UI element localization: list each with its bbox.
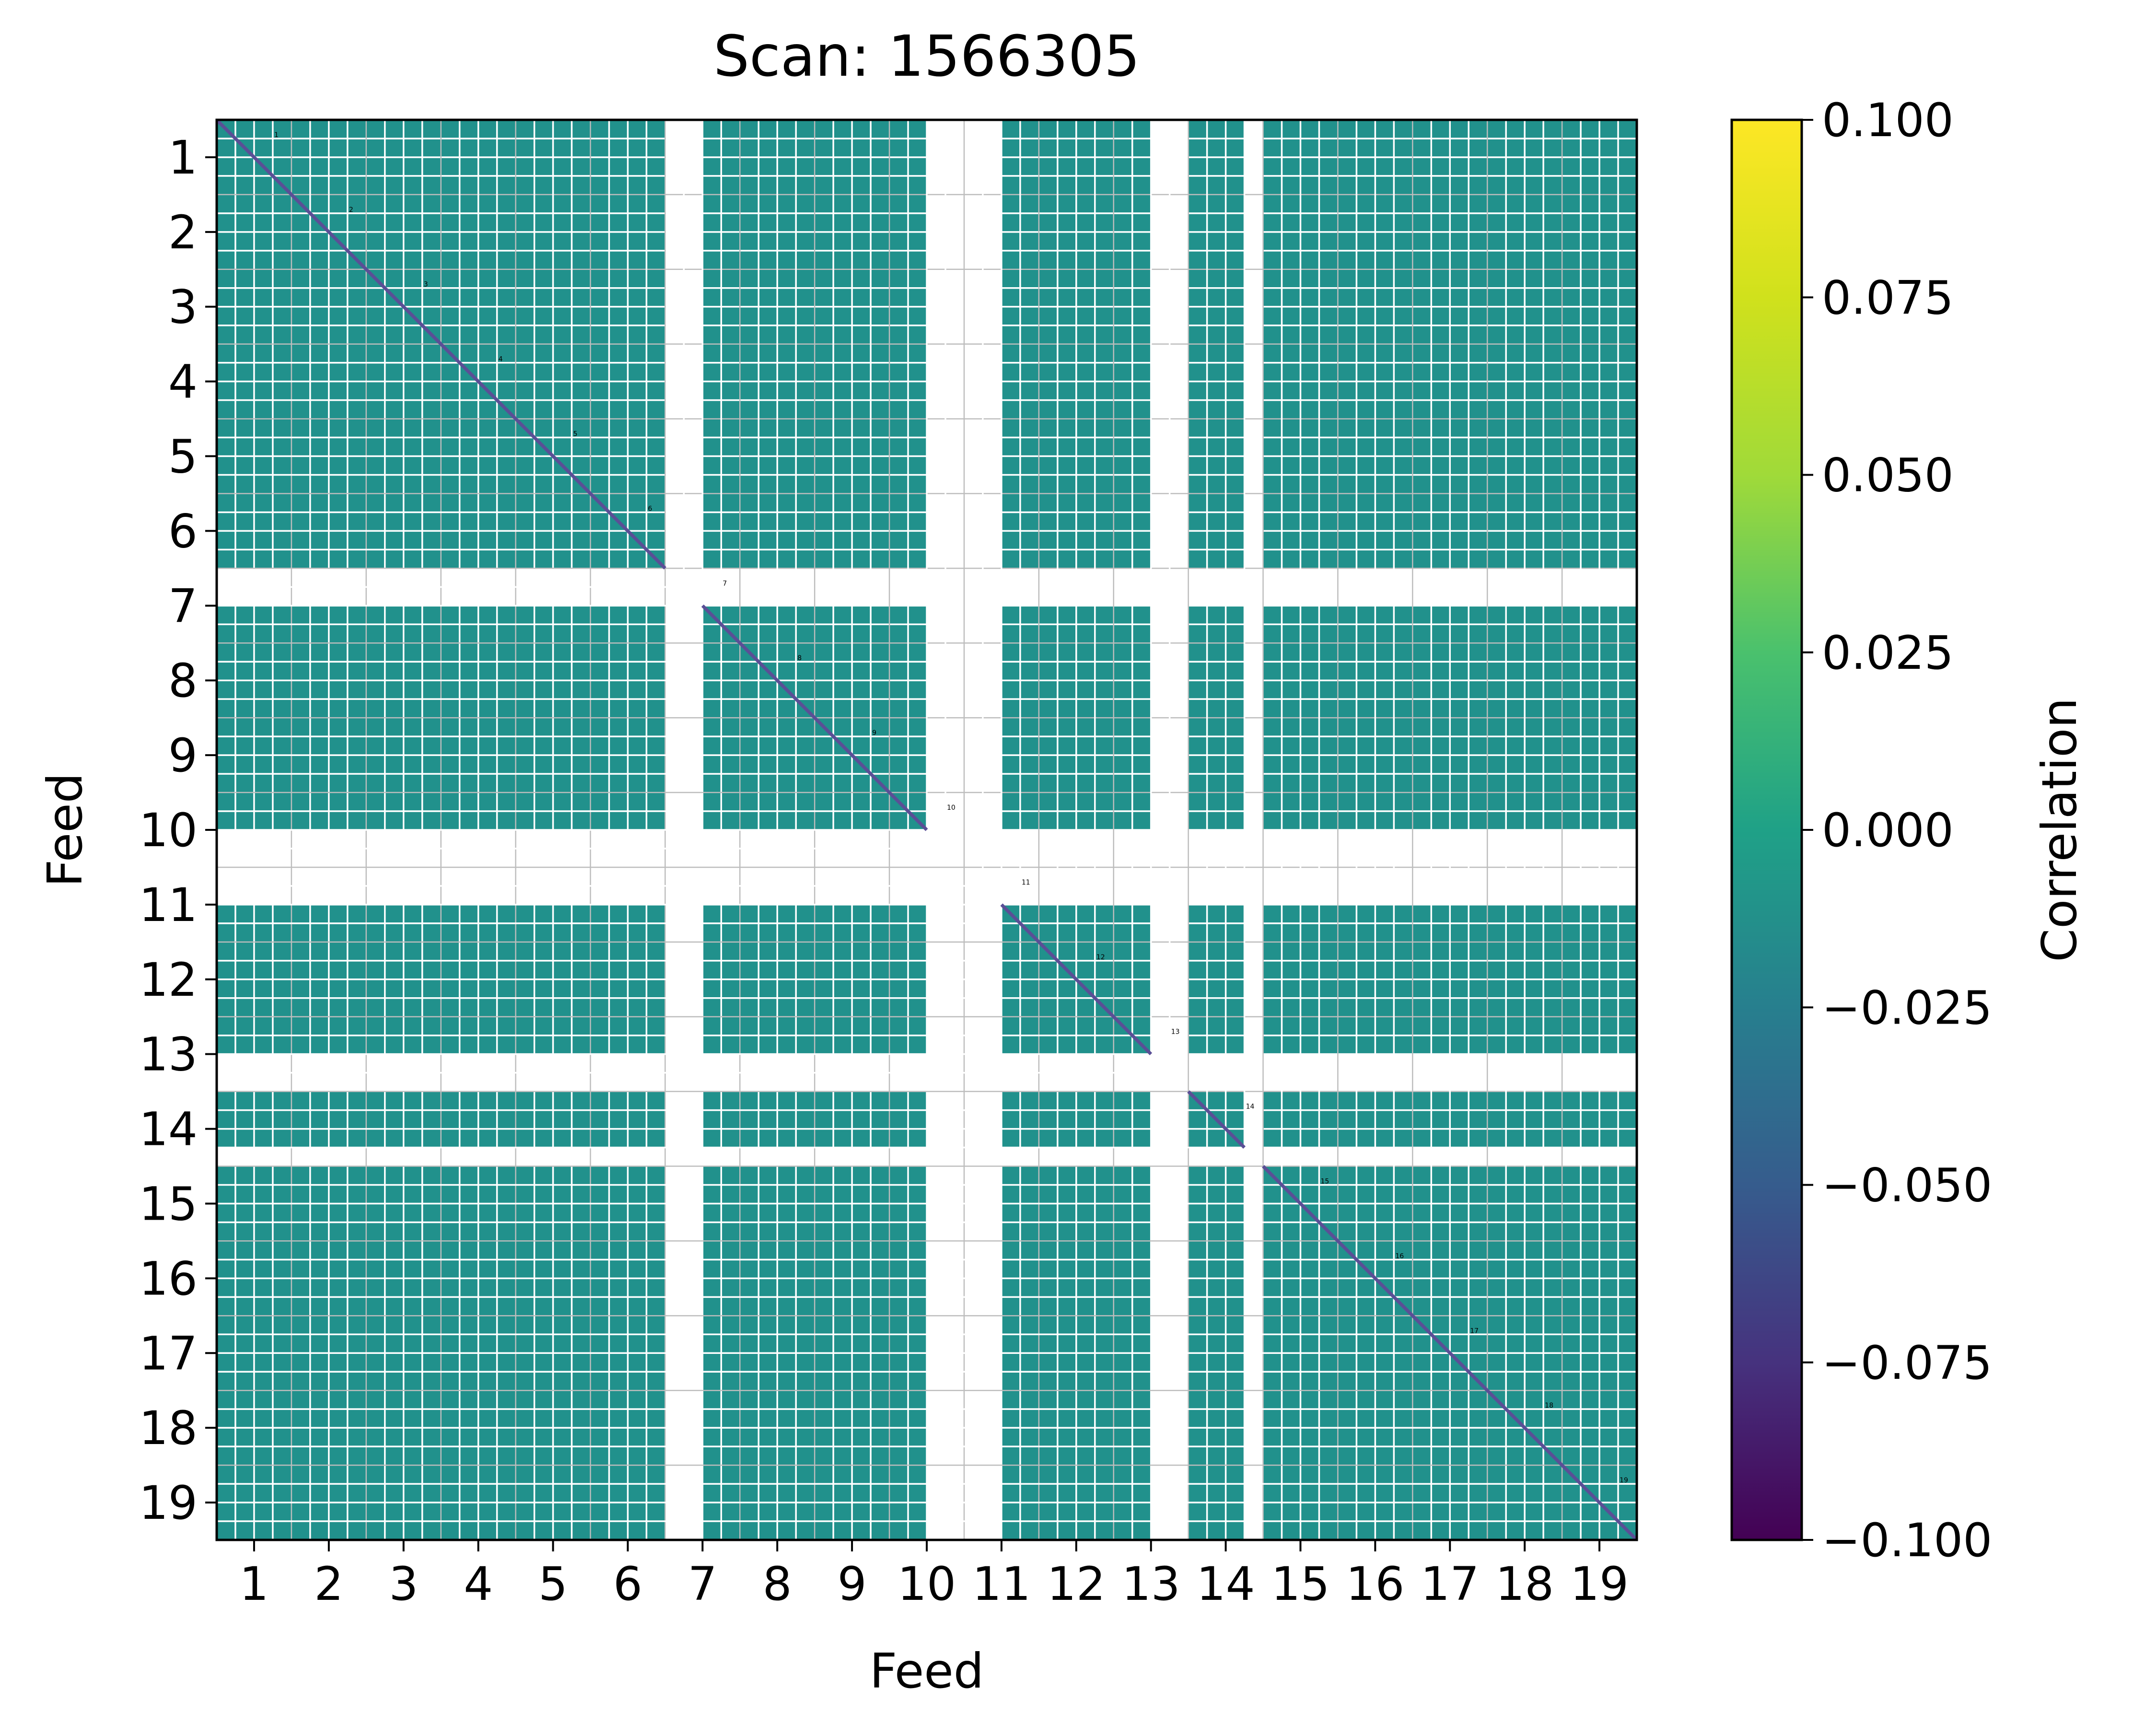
diagonal-label: 13 bbox=[1171, 1028, 1180, 1036]
y-tick-label: 5 bbox=[168, 430, 198, 484]
y-tick-label: 7 bbox=[168, 579, 198, 633]
diagonal-label: 19 bbox=[1620, 1477, 1628, 1484]
grid-lines bbox=[217, 120, 1637, 1540]
diagonal-segment bbox=[1187, 1090, 1246, 1149]
x-tick-label: 14 bbox=[1197, 1557, 1255, 1611]
colorbar-tick-label: 0.100 bbox=[1822, 93, 1954, 147]
x-tick-label: 17 bbox=[1421, 1557, 1479, 1611]
colorbar-tick-label: −0.100 bbox=[1822, 1514, 1992, 1567]
colorbar-gradient bbox=[1732, 120, 1802, 1540]
x-tick-label: 5 bbox=[538, 1557, 568, 1611]
diagonal-label: 11 bbox=[1022, 879, 1030, 886]
colorbar-tick-label: −0.025 bbox=[1822, 981, 1992, 1035]
colorbar-ticks: 0.100 0.075 0.050 0.025 0.000 −0.025 −0.050 −0.… bbox=[1802, 93, 1992, 1567]
diagonal-label: 12 bbox=[1096, 954, 1105, 961]
x-tick-label: 16 bbox=[1346, 1557, 1404, 1611]
y-tick-label: 11 bbox=[139, 878, 198, 932]
x-tick-label: 11 bbox=[972, 1557, 1031, 1611]
diagonal-label: 7 bbox=[723, 580, 727, 587]
colorbar-tick-label: 0.075 bbox=[1822, 271, 1954, 325]
y-tick-label: 4 bbox=[168, 355, 198, 409]
y-tick-label: 1 bbox=[168, 131, 198, 185]
x-axis-label: Feed bbox=[870, 1643, 984, 1699]
diagonal-label: 3 bbox=[424, 281, 428, 289]
colorbar-label: Correlation bbox=[2031, 698, 2087, 962]
colorbar-tick-label: −0.075 bbox=[1822, 1336, 1992, 1390]
x-tick-label: 6 bbox=[613, 1557, 642, 1611]
colorbar: 0.100 0.075 0.050 0.025 0.000 −0.025 −0.050 −0.… bbox=[1730, 93, 2087, 1567]
y-tick-label: 12 bbox=[139, 953, 198, 1007]
diagonal-label: 1 bbox=[274, 131, 279, 139]
x-tick-label: 10 bbox=[898, 1557, 956, 1611]
x-tick-label: 2 bbox=[314, 1557, 343, 1611]
y-tick-label: 17 bbox=[139, 1327, 198, 1380]
y-tick-label: 3 bbox=[168, 280, 198, 334]
diagonal-label: 17 bbox=[1470, 1327, 1479, 1335]
y-tick-label: 18 bbox=[139, 1401, 198, 1455]
diagonal-segment bbox=[217, 120, 666, 570]
colorbar-tick-label: 0.025 bbox=[1822, 626, 1954, 680]
diagonal-label: 14 bbox=[1246, 1103, 1255, 1111]
diagonal-label: 5 bbox=[573, 431, 578, 438]
y-tick-label: 19 bbox=[139, 1476, 198, 1530]
diagonal-label: 18 bbox=[1545, 1402, 1553, 1410]
diagonal-label: 16 bbox=[1395, 1252, 1404, 1260]
diagonal-label: 10 bbox=[947, 804, 956, 812]
y-tick-label: 15 bbox=[139, 1177, 198, 1231]
y-tick-label: 9 bbox=[168, 729, 198, 782]
y-axis-label: Feed bbox=[37, 773, 93, 887]
y-tick-label: 14 bbox=[139, 1103, 198, 1156]
y-tick-label: 10 bbox=[139, 804, 198, 857]
diagonal-segment bbox=[1262, 1165, 1637, 1540]
y-tick-label: 13 bbox=[139, 1028, 198, 1082]
diagonal-label: 2 bbox=[349, 206, 353, 214]
x-tick-label: 12 bbox=[1047, 1557, 1106, 1611]
diagonal-label: 6 bbox=[648, 505, 652, 513]
x-tick-label: 13 bbox=[1122, 1557, 1180, 1611]
x-axis-ticks: 1 2 3 4 5 6 7 8 9 10 11 12 13 14 15 16 17 18 19 bbox=[239, 1540, 1629, 1611]
diagonal bbox=[217, 120, 1637, 1540]
x-tick-label: 19 bbox=[1570, 1557, 1629, 1611]
y-tick-label: 8 bbox=[168, 654, 198, 708]
x-tick-label: 3 bbox=[389, 1557, 418, 1611]
diagonal-label: 8 bbox=[797, 654, 802, 662]
chart-title: Scan: 1566305 bbox=[713, 23, 1140, 89]
y-tick-label: 16 bbox=[139, 1252, 198, 1305]
x-tick-label: 9 bbox=[838, 1557, 867, 1611]
diagonal-segment bbox=[701, 604, 928, 831]
colorbar-tick-label: 0.000 bbox=[1822, 804, 1954, 857]
diagonal-label: 9 bbox=[872, 729, 876, 737]
diagonal-label: 15 bbox=[1320, 1177, 1329, 1185]
x-tick-label: 1 bbox=[239, 1557, 268, 1611]
colorbar-tick-label: 0.050 bbox=[1822, 449, 1954, 502]
y-tick-label: 2 bbox=[168, 206, 198, 259]
x-tick-label: 18 bbox=[1495, 1557, 1554, 1611]
x-tick-label: 4 bbox=[464, 1557, 493, 1611]
y-tick-label: 6 bbox=[168, 504, 198, 558]
x-tick-label: 7 bbox=[688, 1557, 717, 1611]
diagonal-label: 4 bbox=[499, 356, 503, 363]
colorbar-tick-label: −0.050 bbox=[1822, 1159, 1992, 1212]
x-tick-label: 15 bbox=[1271, 1557, 1329, 1611]
x-tick-label: 8 bbox=[763, 1557, 792, 1611]
diagonal-segment bbox=[1000, 903, 1153, 1056]
